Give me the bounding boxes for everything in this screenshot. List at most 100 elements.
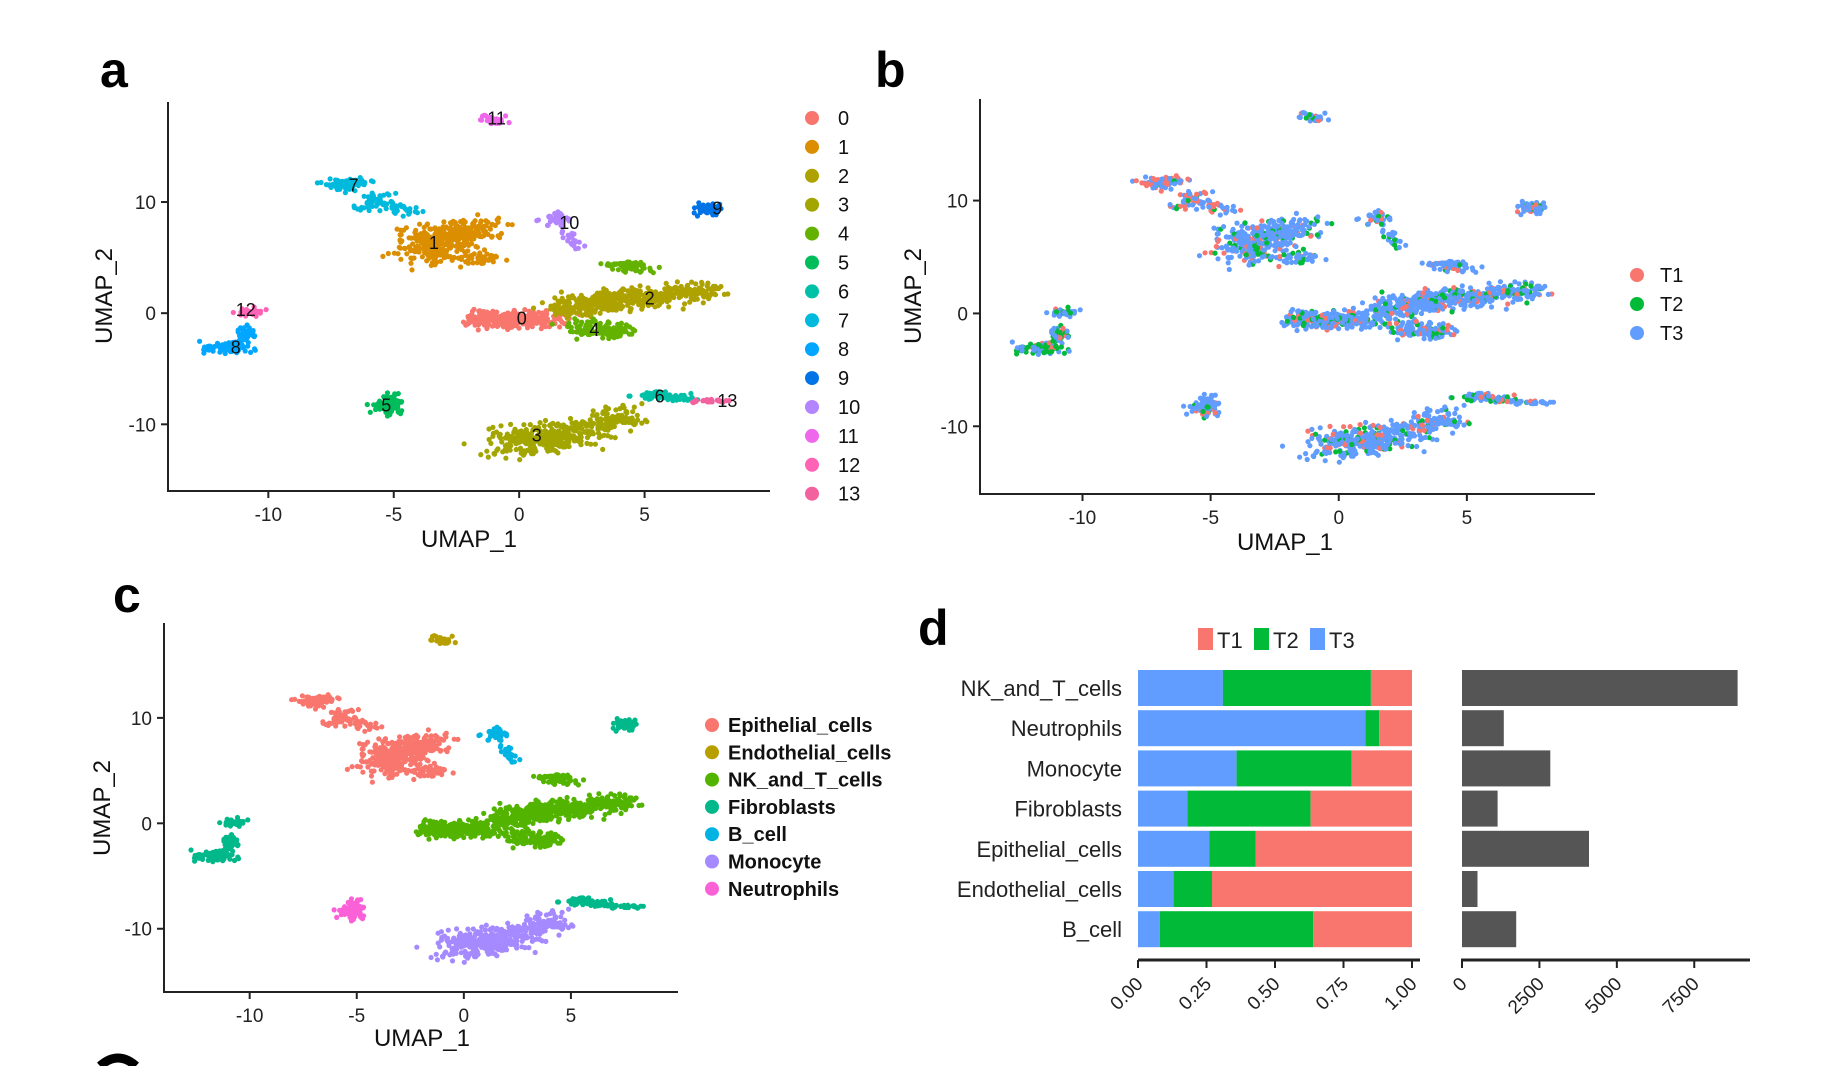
data-point bbox=[1429, 292, 1435, 298]
data-point bbox=[1318, 441, 1324, 447]
data-point bbox=[1296, 114, 1302, 120]
data-point bbox=[463, 230, 469, 236]
data-point bbox=[1341, 424, 1347, 430]
legend-swatch bbox=[1630, 268, 1644, 282]
data-point bbox=[515, 315, 521, 321]
data-point bbox=[1359, 316, 1365, 322]
data-point bbox=[568, 324, 574, 330]
data-point bbox=[1242, 231, 1248, 237]
data-point bbox=[605, 406, 612, 412]
data-point bbox=[554, 218, 560, 225]
data-point bbox=[502, 447, 508, 453]
data-point bbox=[532, 446, 538, 452]
data-point bbox=[597, 310, 603, 316]
data-point bbox=[459, 234, 466, 240]
data-point bbox=[1417, 432, 1423, 438]
data-point bbox=[597, 320, 603, 326]
data-point bbox=[1295, 308, 1302, 314]
x-tick-label: 5 bbox=[639, 505, 650, 526]
data-point bbox=[594, 290, 601, 296]
data-point bbox=[1362, 442, 1368, 448]
data-point bbox=[1242, 220, 1248, 226]
data-point bbox=[1190, 406, 1196, 412]
data-point bbox=[1309, 435, 1315, 441]
data-point bbox=[222, 350, 228, 357]
data-point bbox=[510, 320, 516, 326]
data-point bbox=[399, 238, 405, 244]
data-point bbox=[1304, 456, 1310, 463]
data-point bbox=[640, 304, 646, 310]
data-point bbox=[1329, 320, 1336, 326]
data-point bbox=[1470, 291, 1476, 297]
data-point bbox=[601, 432, 607, 438]
data-point bbox=[484, 251, 490, 257]
data-point bbox=[1442, 286, 1448, 292]
data-point bbox=[206, 343, 212, 349]
data-point bbox=[1211, 225, 1217, 231]
data-point bbox=[1471, 297, 1477, 303]
data-point bbox=[1537, 210, 1543, 217]
data-point bbox=[1252, 243, 1258, 249]
data-point bbox=[1197, 395, 1203, 401]
data-point bbox=[1180, 198, 1187, 204]
data-point bbox=[1408, 321, 1414, 327]
data-point bbox=[1451, 285, 1457, 291]
data-point bbox=[489, 234, 495, 240]
data-point bbox=[478, 452, 484, 458]
data-point bbox=[1354, 216, 1360, 222]
data-point bbox=[484, 448, 490, 454]
data-point bbox=[713, 206, 719, 212]
data-point bbox=[245, 343, 251, 349]
x-tick-label: 0 bbox=[514, 505, 525, 526]
data-point bbox=[1366, 212, 1373, 218]
data-point bbox=[1315, 435, 1321, 441]
data-point bbox=[1541, 200, 1547, 206]
data-point bbox=[681, 290, 688, 296]
data-point bbox=[1174, 206, 1180, 212]
legend-swatch bbox=[1630, 297, 1644, 311]
data-point bbox=[490, 433, 496, 439]
data-point bbox=[546, 213, 552, 219]
data-point bbox=[498, 423, 504, 429]
x-ticks: -10 -5 0 5 bbox=[1069, 494, 1472, 529]
data-point bbox=[712, 291, 718, 297]
data-point bbox=[1281, 258, 1287, 264]
data-point bbox=[474, 260, 480, 266]
data-point bbox=[508, 443, 514, 449]
legend-entry: 8 bbox=[838, 339, 849, 361]
data-point bbox=[1232, 208, 1238, 214]
data-point bbox=[469, 229, 475, 236]
legend-swatch bbox=[805, 400, 819, 414]
data-point bbox=[389, 205, 395, 211]
data-point bbox=[1209, 392, 1215, 398]
data-point bbox=[588, 300, 595, 306]
legend-swatch bbox=[805, 284, 819, 299]
data-point bbox=[628, 428, 634, 434]
data-point bbox=[327, 176, 333, 182]
data-point bbox=[557, 324, 563, 330]
data-point bbox=[407, 206, 413, 212]
data-point bbox=[516, 325, 522, 331]
data-point bbox=[1427, 425, 1433, 431]
data-point bbox=[357, 175, 363, 181]
data-point bbox=[1297, 454, 1303, 460]
data-point bbox=[1293, 210, 1299, 216]
data-point bbox=[634, 412, 640, 418]
data-point bbox=[1515, 203, 1521, 209]
data-point bbox=[1049, 330, 1055, 336]
data-point bbox=[1457, 262, 1463, 268]
data-point bbox=[376, 197, 382, 203]
data-point bbox=[521, 422, 527, 428]
data-point bbox=[1327, 423, 1333, 429]
cluster-label: 6 bbox=[655, 387, 665, 407]
data-point bbox=[709, 203, 715, 209]
data-point bbox=[599, 290, 605, 296]
data-point bbox=[1460, 268, 1466, 274]
cluster-label: 4 bbox=[589, 320, 599, 340]
data-point bbox=[503, 113, 509, 119]
data-point bbox=[1327, 450, 1333, 456]
data-point bbox=[663, 280, 669, 286]
legend-entry: 4 bbox=[838, 224, 849, 246]
data-point bbox=[1344, 325, 1350, 331]
data-point bbox=[559, 230, 565, 236]
